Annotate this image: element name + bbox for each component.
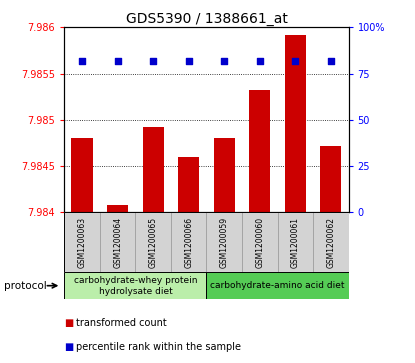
Text: GSM1200062: GSM1200062 xyxy=(326,217,335,268)
Text: percentile rank within the sample: percentile rank within the sample xyxy=(76,342,241,352)
Bar xyxy=(242,212,278,272)
Text: ■: ■ xyxy=(64,342,73,352)
Bar xyxy=(64,212,100,272)
Text: transformed count: transformed count xyxy=(76,318,167,328)
Text: GSM1200064: GSM1200064 xyxy=(113,217,122,268)
Bar xyxy=(71,138,93,212)
Point xyxy=(292,58,299,64)
Text: protocol: protocol xyxy=(4,281,47,291)
Bar xyxy=(278,212,313,272)
Bar xyxy=(249,90,271,212)
Bar xyxy=(178,157,199,212)
Text: GSM1200063: GSM1200063 xyxy=(78,217,87,268)
Bar xyxy=(100,212,135,272)
Point xyxy=(114,58,121,64)
Point xyxy=(79,58,85,64)
Text: ■: ■ xyxy=(64,318,73,328)
Point xyxy=(150,58,156,64)
Text: carbohydrate-whey protein
hydrolysate diet: carbohydrate-whey protein hydrolysate di… xyxy=(73,276,197,295)
Bar xyxy=(214,138,235,212)
Bar xyxy=(320,146,342,212)
Text: GSM1200060: GSM1200060 xyxy=(255,217,264,268)
Point xyxy=(221,58,227,64)
Text: GSM1200059: GSM1200059 xyxy=(220,217,229,268)
Text: carbohydrate-amino acid diet: carbohydrate-amino acid diet xyxy=(210,281,345,290)
Bar xyxy=(142,127,164,212)
Bar xyxy=(64,272,207,299)
Title: GDS5390 / 1388661_at: GDS5390 / 1388661_at xyxy=(125,12,288,26)
Bar xyxy=(107,205,128,212)
Bar xyxy=(135,212,171,272)
Bar xyxy=(313,212,349,272)
Bar xyxy=(207,272,349,299)
Text: GSM1200065: GSM1200065 xyxy=(149,217,158,268)
Point xyxy=(256,58,263,64)
Point xyxy=(327,58,334,64)
Bar xyxy=(285,34,306,212)
Point xyxy=(186,58,192,64)
Bar xyxy=(207,212,242,272)
Bar xyxy=(171,212,207,272)
Text: GSM1200066: GSM1200066 xyxy=(184,217,193,268)
Text: GSM1200061: GSM1200061 xyxy=(291,217,300,268)
